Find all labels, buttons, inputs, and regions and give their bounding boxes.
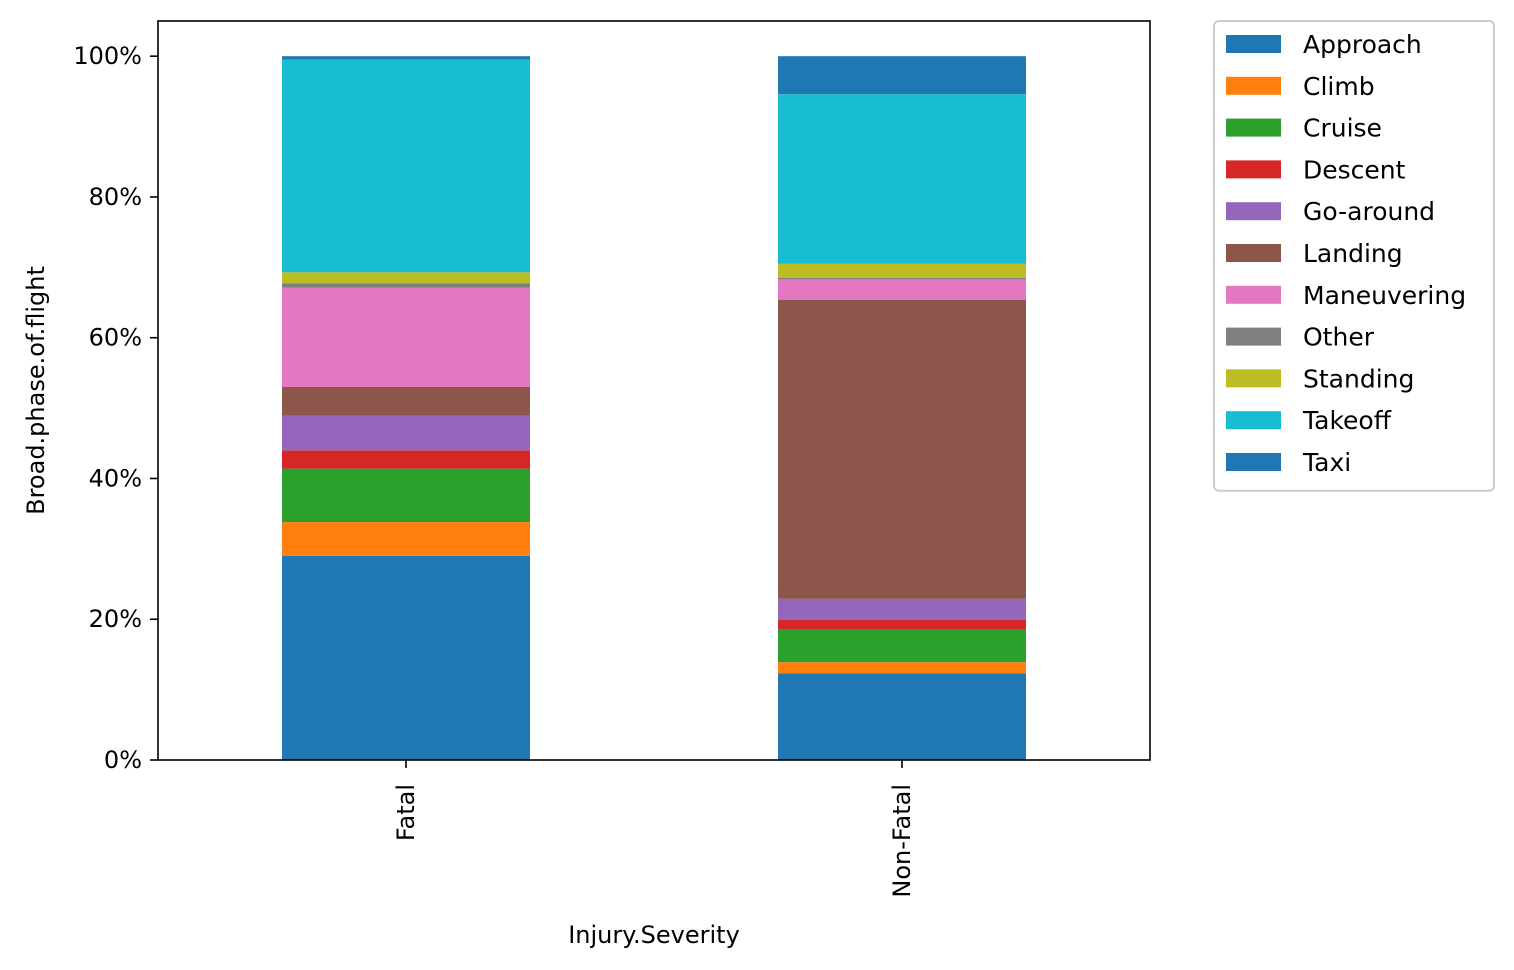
legend-item-label: Approach <box>1303 30 1422 59</box>
bar-non-fatal-maneuvering <box>778 279 1026 300</box>
legend: Approach Climb Cruise Descent Go-around Landi… <box>1213 20 1495 492</box>
legend-swatch <box>1226 160 1281 179</box>
legend-swatch <box>1226 369 1281 388</box>
legend-item-label: Go-around <box>1303 197 1435 226</box>
x-tick-label: Fatal <box>392 784 420 841</box>
bar-fatal-maneuvering <box>282 287 530 387</box>
bar-fatal-descent <box>282 450 530 469</box>
bar-non-fatal-approach <box>778 673 1026 760</box>
bar-fatal-takeoff <box>282 59 530 273</box>
legend-item-label: Landing <box>1303 239 1403 268</box>
bar-non-fatal-go-around <box>778 598 1026 620</box>
legend-swatch <box>1226 118 1281 137</box>
bar-non-fatal-descent <box>778 619 1026 630</box>
legend-swatch <box>1226 411 1281 430</box>
bar-non-fatal-takeoff <box>778 94 1026 264</box>
x-axis: Fatal Non-Fatal <box>392 760 916 898</box>
x-axis-label: Injury.Severity <box>568 921 740 949</box>
legend-item-label: Climb <box>1303 72 1375 101</box>
bar-non-fatal-taxi <box>778 56 1026 95</box>
legend-item-label: Maneuvering <box>1303 281 1466 310</box>
y-axis: 0% 20% 40% 60% 80% 100% <box>73 42 158 774</box>
bar-non-fatal-climb <box>778 662 1026 674</box>
plot-frame <box>157 20 1151 761</box>
legend-item-label: Descent <box>1303 155 1406 184</box>
y-tick-label: 100% <box>73 42 142 70</box>
y-tick-label: 20% <box>89 605 142 633</box>
bar-non-fatal-other <box>778 277 1026 280</box>
y-tick-label: 60% <box>89 324 142 352</box>
legend-frame <box>1213 20 1495 492</box>
y-tick-label: 40% <box>89 464 142 492</box>
legend-item-label: Cruise <box>1303 114 1382 143</box>
legend-swatch <box>1226 76 1281 95</box>
legend-swatch <box>1226 35 1281 53</box>
legend-swatch <box>1226 202 1281 221</box>
bar-fatal-other <box>282 283 530 288</box>
legend-swatch <box>1226 453 1281 471</box>
x-tick-label: Non-Fatal <box>888 784 916 898</box>
legend-swatch <box>1226 285 1281 304</box>
bar-fatal-cruise <box>282 468 530 523</box>
bar-fatal-approach <box>282 555 530 760</box>
legend-item-label: Taxi <box>1302 448 1351 477</box>
legend-item-label: Takeoff <box>1302 406 1392 435</box>
bar-non-fatal-landing <box>778 299 1026 599</box>
legend-swatch <box>1226 327 1281 346</box>
y-axis-label: Broad.phase.of.flight <box>22 266 50 515</box>
bar-fatal-standing <box>282 272 530 284</box>
bars-layer <box>282 56 1026 760</box>
bar-fatal-climb <box>282 522 530 556</box>
bar-fatal-taxi <box>282 56 530 60</box>
bar-fatal-go-around <box>282 415 530 451</box>
y-tick-label: 80% <box>89 183 142 211</box>
legend-item-label: Standing <box>1303 364 1414 393</box>
bar-fatal-landing <box>282 386 530 416</box>
bar-non-fatal-cruise <box>778 629 1026 663</box>
legend-swatch <box>1226 244 1281 262</box>
bar-non-fatal-standing <box>778 263 1026 278</box>
y-tick-label: 0% <box>104 746 142 774</box>
legend-item-label: Other <box>1303 323 1375 352</box>
